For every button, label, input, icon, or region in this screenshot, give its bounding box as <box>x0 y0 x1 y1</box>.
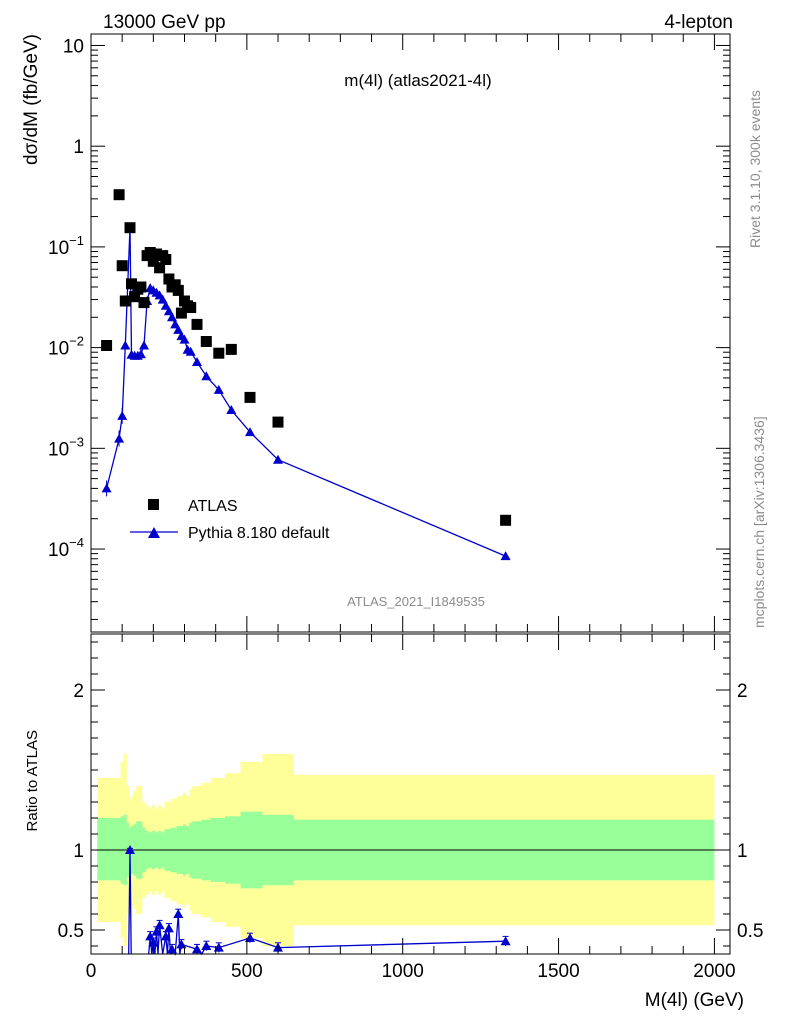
atlas-point <box>213 347 225 359</box>
atlas-point <box>200 336 212 347</box>
pythia-point <box>192 357 202 366</box>
pythia-point <box>201 371 212 381</box>
pythia-point <box>163 306 174 316</box>
pythia-point <box>157 294 168 304</box>
ratio-y-tick-label-left: 0.5 <box>58 921 84 942</box>
atlas-point <box>172 284 184 296</box>
pythia-point <box>101 483 112 493</box>
atlas-point <box>500 514 512 526</box>
pythia-point <box>117 410 128 420</box>
atlas-point <box>138 297 150 309</box>
x-axis-label: M(4l) (GeV) <box>645 990 744 1011</box>
main-plot-frame <box>90 33 731 633</box>
atlas-point <box>163 273 175 285</box>
ratio-point <box>125 845 135 854</box>
atlas-point <box>113 189 125 201</box>
atlas-point <box>191 318 203 330</box>
pythia-point <box>185 346 196 356</box>
atlas-point <box>272 416 284 428</box>
pythia-point <box>173 324 184 334</box>
pythia-point <box>245 427 255 437</box>
ratio-point <box>201 941 212 950</box>
ratio-y-tick-label-right: 1 <box>737 841 748 862</box>
pythia-point <box>273 454 283 464</box>
atlas-point <box>101 340 113 351</box>
pythia-point <box>226 405 237 414</box>
ratio-point <box>160 931 171 941</box>
analysis-watermark: ATLAS_2021_I1849535 <box>347 594 485 609</box>
main-y-tick-label: 10−3 <box>48 434 84 460</box>
ratio-uncertainty-bands <box>91 754 730 946</box>
atlas-point <box>225 343 237 355</box>
main-axes: 10 1 10−1 10−2 10−3 10−4 <box>48 34 730 632</box>
ratio-y-tick-label-right: 0.5 <box>737 921 763 942</box>
ratio-point <box>154 920 165 930</box>
ratio-point <box>167 944 177 954</box>
main-panel: 10 1 10−1 10−2 10−3 10−4 m(4l) (atlas2021-4l)… <box>21 33 731 633</box>
legend-atlas-label: ATLAS <box>188 498 238 515</box>
header-left-label: 13000 GeV pp <box>103 12 226 33</box>
main-y-tick-label: 10−2 <box>48 334 84 360</box>
legend: ATLAS Pythia 8.180 default <box>130 498 330 542</box>
ratio-point <box>163 923 174 933</box>
ratio-point <box>148 937 159 947</box>
atlas-point <box>144 247 156 258</box>
ratio-point <box>500 936 511 946</box>
ratio-point <box>173 909 184 918</box>
main-y-tick-label: 10−1 <box>48 233 84 259</box>
atlas-point <box>129 291 141 303</box>
main-y-tick-label: 1 <box>73 137 84 158</box>
atlas-point <box>147 255 159 267</box>
ratio-y-tick-label-left: 2 <box>73 681 84 702</box>
x-tick-label: 1500 <box>537 961 579 982</box>
atlas-point <box>151 248 162 260</box>
pythia-point <box>135 349 146 359</box>
mcplots-reference-label: mcplots.cern.ch [arXiv:1306.3436] <box>751 416 767 628</box>
pythia-point <box>500 551 511 561</box>
legend-pythia-marker <box>148 527 160 538</box>
pythia-point <box>114 433 125 443</box>
ratio-y-tick-label-right: 2 <box>737 681 748 702</box>
rivet-version-label: Rivet 3.1.10, 300k events <box>747 90 763 248</box>
pythia-point <box>213 384 224 394</box>
atlas-point <box>154 262 166 274</box>
ratio-plot-frame <box>90 633 731 955</box>
ratio-point <box>213 942 224 952</box>
pythia-point <box>167 312 177 322</box>
x-tick-label: 500 <box>231 961 263 982</box>
ratio-point <box>245 933 255 942</box>
atlas-point <box>160 254 172 265</box>
main-plot-marks <box>101 189 512 561</box>
main-title: m(4l) (atlas2021-4l) <box>344 71 491 90</box>
pythia-point <box>179 334 190 344</box>
atlas-point <box>175 307 187 319</box>
ratio-point <box>176 939 187 949</box>
legend-atlas-marker <box>148 499 159 510</box>
atlas-point <box>116 260 128 272</box>
main-y-tick-label: 10 <box>63 36 84 57</box>
pythia-point <box>139 340 149 350</box>
header-right-label: 4-lepton <box>664 12 733 33</box>
ratio-point <box>192 944 202 954</box>
main-y-axis-label: dσ/dM (fb/GeV) <box>21 34 42 165</box>
pythia-point <box>120 340 131 350</box>
atlas-point <box>169 279 181 291</box>
ratio-y-tick-label-left: 1 <box>73 841 84 862</box>
legend-pythia-label: Pythia 8.180 default <box>188 525 330 542</box>
atlas-point <box>135 281 147 293</box>
atlas-point <box>126 278 137 290</box>
ratio-point <box>151 926 162 936</box>
atlas-point <box>185 302 197 313</box>
x-tick-label: 1000 <box>382 961 424 982</box>
atlas-point <box>119 295 131 307</box>
main-y-tick-label: 10−4 <box>48 535 84 561</box>
x-tick-label: 0 <box>86 961 97 982</box>
x-tick-label: 2000 <box>693 961 735 982</box>
atlas-point <box>124 222 136 234</box>
atlas-point <box>244 391 256 403</box>
ratio-y-axis-label: Ratio to ATLAS <box>24 730 41 831</box>
